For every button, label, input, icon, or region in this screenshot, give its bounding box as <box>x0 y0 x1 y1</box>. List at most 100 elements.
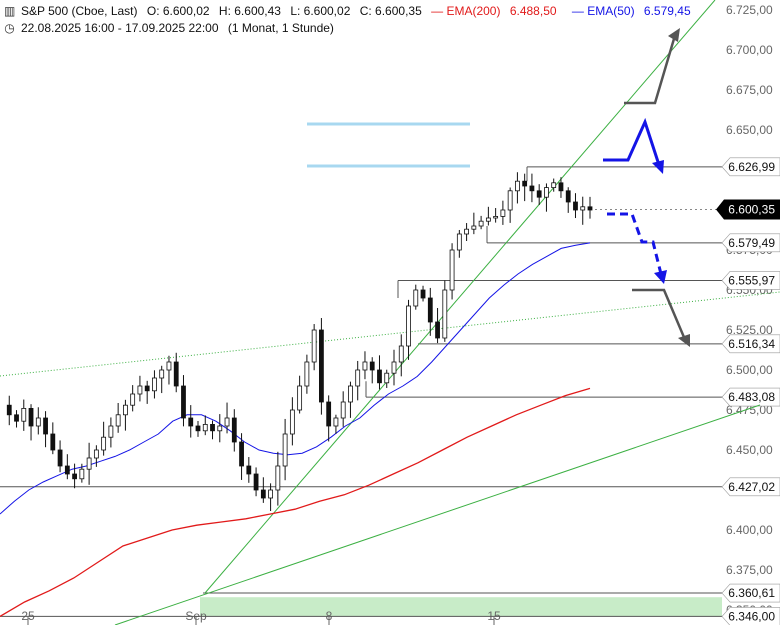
level-label-box <box>721 387 780 407</box>
symbol-name: S&P 500 (Cboe, Last) <box>21 4 138 18</box>
y-tick-label: 6.700,00 <box>726 43 773 57</box>
candle-body <box>384 372 390 384</box>
candle-body <box>43 417 48 435</box>
level-label: 6.555,97 <box>728 273 775 287</box>
y-tick-label: 6.725,00 <box>726 3 773 17</box>
y-tick-label: 6.650,00 <box>726 123 773 137</box>
candle-body <box>333 417 339 427</box>
candle-body <box>449 249 455 291</box>
level-label: 6.427,02 <box>728 480 775 494</box>
interval-label: (1 Monat, 1 Stunde) <box>227 21 334 35</box>
blue-dashed-arrow-head <box>654 270 667 284</box>
candle-body <box>195 425 201 432</box>
candle-body <box>152 377 157 392</box>
candle-body <box>311 329 317 363</box>
candle-body <box>28 407 34 427</box>
y-tick-label: 6.400,00 <box>726 523 773 537</box>
candle-body <box>456 233 462 251</box>
arrow-head-down <box>678 334 690 347</box>
candle-body <box>348 385 353 403</box>
level-label-box <box>721 607 780 625</box>
level-label-box <box>721 233 780 253</box>
candle-body <box>159 369 165 379</box>
candle-body <box>500 209 506 217</box>
candle-body <box>565 190 571 203</box>
ema50-label: EMA(50) <box>587 4 635 18</box>
candle-body <box>493 215 499 219</box>
trendline-dotted <box>0 291 780 377</box>
candle-body <box>319 329 324 403</box>
ema200-line <box>0 387 591 617</box>
low-value: L: 6.600,02 <box>290 4 351 18</box>
candle-body <box>35 417 41 427</box>
candle-body <box>181 385 186 419</box>
y-tick-label: 6.475,00 <box>726 403 773 417</box>
candle-body <box>130 393 136 406</box>
chart-header-line2: ◷ 22.08.2025 16:00 - 17.09.2025 22:00 (1 … <box>4 21 340 35</box>
candle-body <box>108 425 114 438</box>
candle-body <box>173 361 179 387</box>
candle-body <box>362 361 368 371</box>
candle-body <box>123 404 128 416</box>
candle-body <box>246 465 252 475</box>
candle-body <box>115 414 121 427</box>
candle-body <box>558 182 564 192</box>
level-label-box <box>721 334 780 354</box>
level-label-box <box>721 583 780 603</box>
candle-body <box>289 409 295 435</box>
trendline-long <box>114 404 761 625</box>
candle-body <box>464 228 469 235</box>
candle-body <box>391 361 397 374</box>
candle-body <box>355 369 361 387</box>
candle-body <box>253 473 259 491</box>
candle-body <box>398 345 404 363</box>
candle-body <box>188 417 194 427</box>
ema200-legend: — EMA(200) 6.488,50 <box>431 4 557 18</box>
candle-body <box>231 417 237 443</box>
candle-body <box>471 225 477 230</box>
candle-body <box>420 289 426 299</box>
candle-body <box>202 423 208 432</box>
candle-body <box>427 297 433 323</box>
clock-icon: ◷ <box>4 21 15 35</box>
candle-body <box>544 187 549 198</box>
chart-header-line1: ▥ S&P 500 (Cboe, Last) O: 6.600,02 H: 6.6… <box>4 4 703 18</box>
level-label: 6.346,00 <box>728 609 775 623</box>
level-label: 6.626,99 <box>728 160 775 174</box>
y-tick-label: 6.525,00 <box>726 323 773 337</box>
candle-body <box>326 401 332 427</box>
candle-body <box>587 206 593 211</box>
candle-body <box>580 206 586 211</box>
candle-body <box>79 468 85 480</box>
candle-body <box>57 449 63 467</box>
support-zone <box>200 597 722 617</box>
candle-body <box>275 465 281 491</box>
y-tick-label: 6.450,00 <box>726 443 773 457</box>
ema50-legend: — EMA(50) 6.579,45 <box>571 4 691 18</box>
candle-body <box>573 201 578 211</box>
open-value: O: 6.600,02 <box>146 4 210 18</box>
level-label-box <box>721 477 780 497</box>
candle-body <box>224 417 230 427</box>
candle-body <box>522 180 528 187</box>
candle-body <box>478 220 484 227</box>
blue-arrow-solid <box>603 117 662 169</box>
candle-body <box>304 361 310 387</box>
candle-body <box>14 414 19 422</box>
candle-body <box>50 433 56 451</box>
candle-body <box>507 190 513 211</box>
candle-body <box>536 190 542 198</box>
candle-body <box>297 385 303 411</box>
candle-body <box>239 441 244 467</box>
level-label: 6.360,61 <box>728 586 775 600</box>
candle-body <box>260 489 266 499</box>
ema200-value: 6.488,50 <box>509 4 557 18</box>
arrow-head-up <box>668 28 680 42</box>
candle-body <box>210 423 215 432</box>
trendline-steep <box>204 0 716 594</box>
close-value: C: 6.600,35 <box>359 4 422 18</box>
candle-body <box>86 457 92 470</box>
candle-body <box>6 404 12 416</box>
candle-body <box>369 361 375 371</box>
